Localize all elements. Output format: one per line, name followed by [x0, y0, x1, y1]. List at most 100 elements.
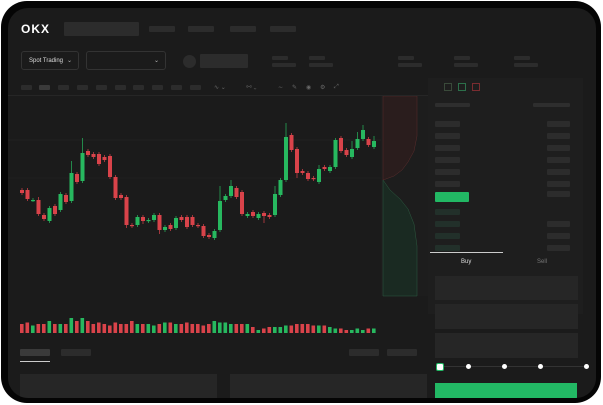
- slider-step-50[interactable]: [502, 364, 507, 369]
- total-input[interactable]: [435, 333, 578, 358]
- candle-body: [262, 213, 266, 216]
- tab-open-orders[interactable]: [20, 349, 50, 356]
- search-bar[interactable]: [64, 22, 139, 36]
- orderbook-asks-icon[interactable]: [472, 83, 480, 91]
- ask-size: [547, 145, 570, 151]
- volume-bar: [157, 324, 162, 333]
- volume-bar: [201, 325, 206, 333]
- candle-body: [355, 139, 360, 148]
- candlestick-chart[interactable]: [8, 96, 428, 336]
- bid-size: [547, 233, 570, 239]
- volume-bar: [251, 327, 255, 333]
- depth-bids-area: [382, 179, 418, 297]
- volume-bar: [295, 324, 299, 333]
- orderbook-both-icon[interactable]: [444, 83, 452, 91]
- candle-body: [256, 214, 261, 218]
- amount-input[interactable]: [435, 304, 578, 329]
- volume-bar: [36, 324, 41, 333]
- pair-select[interactable]: ⌄: [86, 51, 166, 70]
- tab-sell[interactable]: Sell: [537, 259, 548, 265]
- column-header: [435, 103, 470, 107]
- candle-body: [322, 167, 327, 169]
- buy-submit-button[interactable]: [435, 383, 577, 398]
- timeframe-button[interactable]: [77, 85, 88, 90]
- nav-item[interactable]: [188, 26, 214, 32]
- timeframe-button[interactable]: [133, 85, 144, 90]
- timeframe-button[interactable]: [152, 85, 163, 90]
- candle-body: [300, 171, 305, 173]
- volume-bar: [146, 324, 151, 333]
- candle-body: [218, 201, 222, 230]
- indicator-icon[interactable]: ⧟ ⌄: [246, 84, 257, 90]
- price-input[interactable]: [435, 276, 578, 300]
- slider-step-75[interactable]: [538, 364, 543, 369]
- orders-card: [20, 374, 217, 398]
- candle-body: [174, 218, 178, 228]
- ask-size: [547, 169, 570, 175]
- okx-logo[interactable]: OKX: [21, 22, 51, 36]
- amount-slider[interactable]: [439, 366, 589, 367]
- bid-size: [547, 221, 570, 227]
- volume-bar: [25, 322, 30, 333]
- candle-body: [328, 167, 332, 171]
- volume-bar: [196, 324, 200, 333]
- fullscreen-icon[interactable]: ⤢: [334, 84, 339, 90]
- draw-icon[interactable]: ✎: [292, 85, 298, 91]
- tab-order-history[interactable]: [61, 349, 91, 356]
- candle-body: [53, 206, 57, 214]
- filter-button[interactable]: [387, 349, 417, 356]
- timeframe-button[interactable]: [190, 85, 201, 90]
- volume-bar: [20, 324, 24, 333]
- slider-handle[interactable]: [436, 363, 444, 371]
- candle-body: [69, 173, 74, 201]
- candle-body: [152, 215, 156, 220]
- camera-icon[interactable]: ◉: [306, 85, 312, 91]
- candle-body: [135, 217, 140, 225]
- volume-bar: [311, 325, 316, 333]
- volume-bar: [58, 324, 63, 333]
- volume-bar: [361, 330, 365, 333]
- candle-body: [91, 154, 96, 157]
- candle-body: [240, 192, 244, 214]
- tab-buy[interactable]: Buy: [461, 259, 472, 265]
- filter-button[interactable]: [349, 349, 379, 356]
- candle-body: [201, 226, 206, 236]
- volume-bar: [113, 322, 118, 333]
- volume-bar: [322, 325, 327, 333]
- candle-body: [119, 195, 123, 198]
- last-price: [435, 192, 469, 202]
- timeframe-button[interactable]: [96, 85, 107, 90]
- candle-body: [267, 215, 272, 217]
- candle-body: [168, 225, 173, 229]
- line-icon[interactable]: ∼: [278, 85, 284, 91]
- candle-type-icon[interactable]: ∿ ⌄: [214, 85, 226, 91]
- orderbook-bids-icon[interactable]: [458, 83, 466, 91]
- ask-price: [435, 181, 460, 187]
- candle-body: [64, 195, 68, 202]
- nav-item[interactable]: [149, 26, 175, 32]
- candle-body: [75, 174, 79, 182]
- volume-bar: [234, 324, 239, 333]
- timeframe-button[interactable]: [115, 85, 126, 90]
- slider-step-25[interactable]: [466, 364, 471, 369]
- timeframe-button[interactable]: [58, 85, 69, 90]
- candle-body: [311, 178, 316, 180]
- stat-label: [398, 56, 414, 60]
- timeframe-button[interactable]: [39, 85, 50, 90]
- candle-body: [102, 157, 107, 160]
- candle-body: [251, 212, 255, 216]
- chevron-down-icon: ⌄: [67, 58, 73, 64]
- nav-item[interactable]: [230, 26, 256, 32]
- volume-bar: [75, 321, 79, 333]
- market-select[interactable]: Spot Trading ⌄: [21, 51, 79, 70]
- nav-item[interactable]: [270, 26, 296, 32]
- slider-step-100[interactable]: [584, 364, 589, 369]
- volume-bar: [86, 321, 90, 333]
- candle-body: [179, 217, 184, 220]
- timeframe-button[interactable]: [171, 85, 182, 90]
- settings-icon[interactable]: ⚙: [320, 85, 326, 91]
- volume-bar: [366, 328, 371, 333]
- candle-body: [212, 231, 217, 238]
- timeframe-button[interactable]: [21, 85, 32, 90]
- volume-bar: [97, 322, 101, 333]
